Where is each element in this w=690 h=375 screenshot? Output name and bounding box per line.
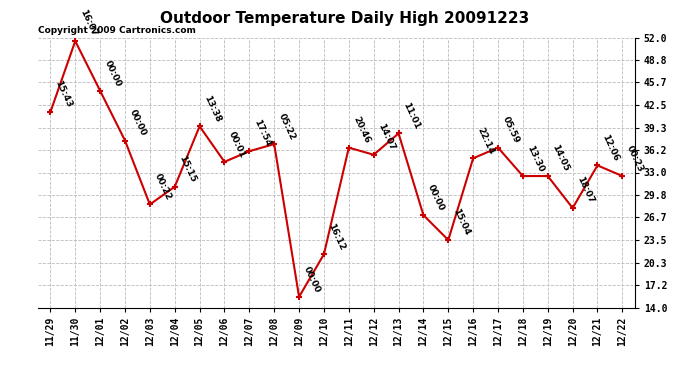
Text: 14:05: 14:05 <box>551 144 571 173</box>
Text: 15:15: 15:15 <box>177 154 198 184</box>
Text: Outdoor Temperature Daily High 20091223: Outdoor Temperature Daily High 20091223 <box>160 11 530 26</box>
Text: 00:00: 00:00 <box>426 183 446 212</box>
Text: 13:30: 13:30 <box>526 144 546 173</box>
Text: 20:46: 20:46 <box>352 115 372 145</box>
Text: 13:38: 13:38 <box>202 94 223 123</box>
Text: 00:23: 00:23 <box>625 144 645 173</box>
Text: 05:22: 05:22 <box>277 112 297 141</box>
Text: 00:01: 00:01 <box>227 130 247 159</box>
Text: 00:22: 00:22 <box>152 172 172 202</box>
Text: Copyright 2009 Cartronics.com: Copyright 2009 Cartronics.com <box>38 26 196 35</box>
Text: 05:59: 05:59 <box>501 115 521 145</box>
Text: 15:43: 15:43 <box>53 80 73 110</box>
Text: 14:07: 14:07 <box>377 122 397 152</box>
Text: 00:00: 00:00 <box>103 59 123 88</box>
Text: 00:00: 00:00 <box>302 265 322 294</box>
Text: 15:04: 15:04 <box>451 207 471 237</box>
Text: 22:14: 22:14 <box>476 126 496 156</box>
Text: 16:07: 16:07 <box>78 9 98 38</box>
Text: 00:00: 00:00 <box>128 108 148 138</box>
Text: 18:07: 18:07 <box>575 176 595 205</box>
Text: 17:54: 17:54 <box>252 118 273 148</box>
Text: 16:12: 16:12 <box>327 222 347 251</box>
Text: 11:01: 11:01 <box>402 101 422 130</box>
Text: 12:06: 12:06 <box>600 133 620 163</box>
